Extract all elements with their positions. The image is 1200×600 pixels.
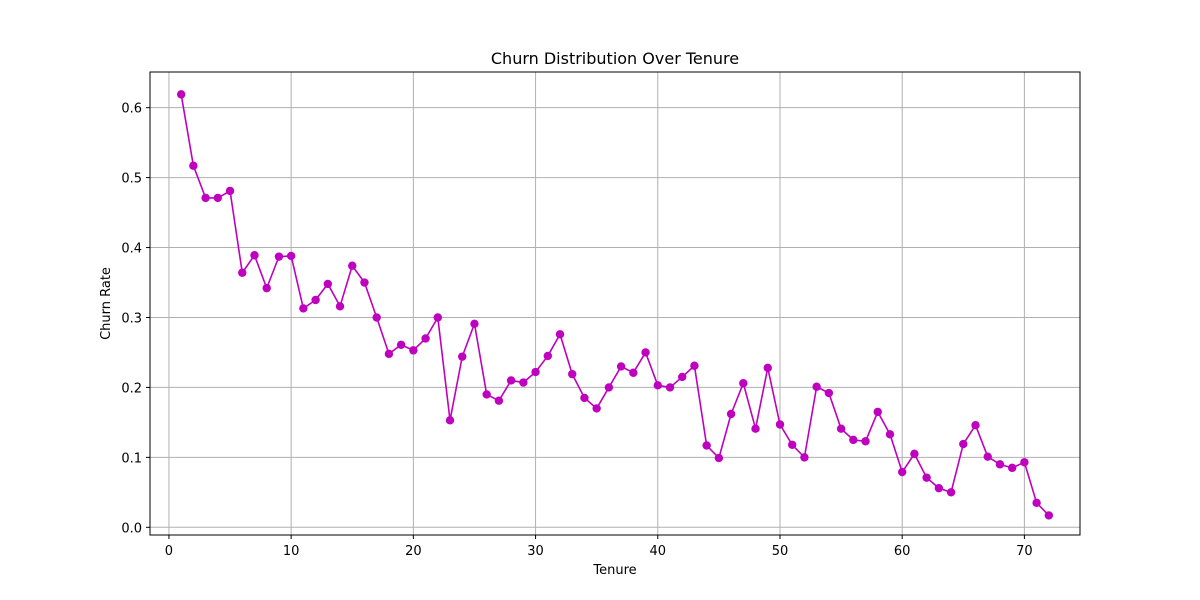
y-axis-label: Churn Rate bbox=[99, 267, 114, 340]
data-point bbox=[372, 313, 381, 322]
data-point bbox=[323, 279, 333, 289]
series-layer bbox=[176, 90, 1054, 520]
data-point bbox=[543, 351, 552, 361]
data-point bbox=[775, 420, 785, 429]
data-point bbox=[604, 383, 614, 392]
data-point bbox=[653, 381, 662, 390]
data-point bbox=[971, 420, 980, 430]
data-point bbox=[592, 404, 601, 413]
data-point bbox=[849, 435, 858, 445]
data-point bbox=[934, 483, 944, 493]
data-point bbox=[714, 453, 724, 463]
data-point bbox=[348, 261, 357, 270]
data-point bbox=[176, 90, 186, 99]
y-tick-label: 0.0 bbox=[121, 521, 142, 536]
data-point bbox=[274, 252, 284, 261]
data-point bbox=[445, 416, 455, 425]
data-point bbox=[788, 440, 797, 449]
data-point bbox=[225, 186, 235, 196]
data-point bbox=[751, 424, 760, 433]
data-point bbox=[946, 488, 956, 497]
data-point bbox=[739, 379, 748, 388]
data-point bbox=[409, 346, 418, 355]
data-point bbox=[763, 363, 772, 373]
data-point bbox=[384, 349, 394, 359]
data-point bbox=[629, 368, 638, 377]
data-point bbox=[1020, 458, 1029, 467]
data-point bbox=[470, 319, 479, 328]
data-point bbox=[531, 367, 540, 377]
y-tick-label: 0.3 bbox=[121, 311, 142, 326]
x-tick-label: 50 bbox=[772, 544, 789, 559]
data-point bbox=[433, 313, 442, 322]
x-tick-label: 60 bbox=[894, 544, 911, 559]
y-tick-label: 0.4 bbox=[121, 242, 142, 257]
data-point bbox=[726, 409, 736, 419]
plot-frame bbox=[149, 71, 1081, 536]
chart-title: Churn Distribution Over Tenure bbox=[491, 49, 739, 68]
data-point bbox=[335, 302, 345, 311]
x-tick-label: 20 bbox=[405, 544, 422, 559]
data-point bbox=[995, 460, 1005, 469]
data-point bbox=[421, 334, 430, 343]
data-point bbox=[568, 369, 577, 379]
y-tick-label: 0.1 bbox=[121, 451, 142, 466]
data-point bbox=[702, 441, 711, 450]
data-point bbox=[800, 453, 809, 462]
x-tick-label: 30 bbox=[527, 544, 544, 559]
data-point bbox=[922, 473, 931, 482]
data-point bbox=[262, 283, 271, 293]
data-point bbox=[311, 295, 320, 305]
x-tick-label: 10 bbox=[283, 544, 300, 559]
data-point bbox=[910, 449, 919, 459]
data-point bbox=[836, 424, 846, 433]
data-point bbox=[824, 388, 834, 398]
data-point bbox=[201, 193, 210, 203]
data-point bbox=[959, 439, 968, 449]
data-point bbox=[458, 352, 467, 361]
data-point bbox=[641, 348, 650, 357]
x-axis-label: Tenure bbox=[592, 563, 636, 578]
data-point bbox=[885, 430, 895, 439]
data-point bbox=[690, 361, 699, 370]
data-point bbox=[580, 393, 589, 403]
x-tick-label: 0 bbox=[165, 544, 173, 559]
data-point bbox=[360, 278, 369, 287]
data-point bbox=[189, 161, 198, 170]
data-point bbox=[396, 340, 406, 349]
data-point bbox=[555, 330, 565, 339]
data-point bbox=[861, 437, 870, 446]
data-point bbox=[897, 467, 907, 477]
data-point bbox=[506, 376, 516, 385]
data-point bbox=[665, 383, 675, 392]
data-point bbox=[299, 304, 308, 313]
data-point bbox=[250, 251, 259, 260]
data-point bbox=[1007, 463, 1017, 473]
data-point bbox=[812, 382, 821, 391]
data-point bbox=[213, 193, 223, 203]
x-tick-label: 70 bbox=[1016, 544, 1033, 559]
data-point bbox=[873, 407, 882, 417]
data-point bbox=[983, 452, 992, 461]
data-point bbox=[494, 396, 504, 405]
y-tick-label: 0.2 bbox=[121, 381, 142, 396]
ticks: 0 10 20 30 40 50 60 70 0.0 0.1 0.2 0.3 0.4 0.5 0.6 bbox=[121, 102, 1032, 559]
data-point bbox=[1032, 498, 1041, 508]
data-point bbox=[1044, 511, 1054, 520]
grid bbox=[150, 72, 1080, 535]
x-tick-label: 40 bbox=[649, 544, 666, 559]
data-point bbox=[678, 372, 687, 382]
data-point bbox=[519, 378, 528, 387]
data-point bbox=[286, 251, 296, 261]
y-tick-label: 0.6 bbox=[121, 102, 142, 117]
data-point bbox=[616, 362, 626, 371]
data-point bbox=[482, 390, 491, 399]
data-point bbox=[238, 268, 247, 277]
y-tick-label: 0.5 bbox=[121, 172, 142, 187]
